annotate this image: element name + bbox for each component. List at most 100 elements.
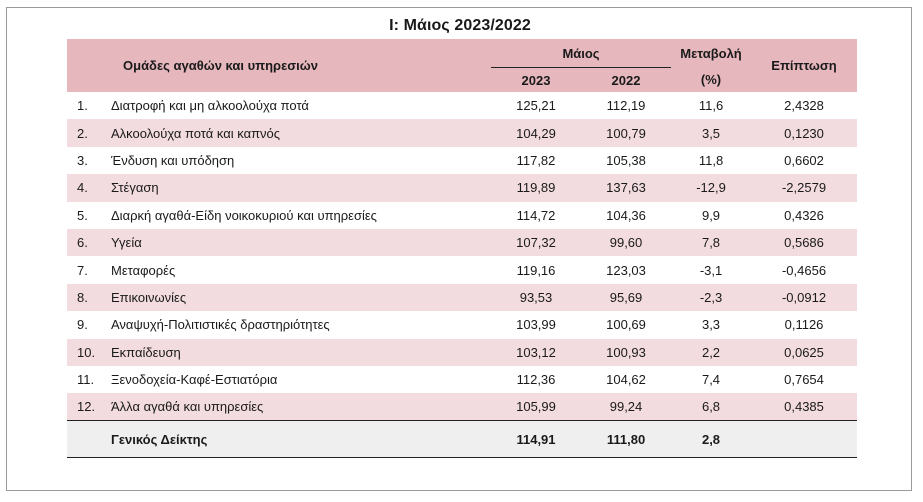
table-row: 10. Εκπαίδευση 103,12 100,93 2,2 0,0625 [67, 338, 858, 366]
row-impact: 0,4326 [751, 201, 858, 229]
row-value-2022: 112,19 [581, 92, 672, 120]
row-impact: 0,0625 [751, 338, 858, 366]
row-name: Άλλα αγαθά και υπηρεσίες [107, 393, 491, 421]
row-value-2023: 103,12 [491, 338, 581, 366]
row-value-2023: 125,21 [491, 92, 581, 120]
table-row: 7. Μεταφορές 119,16 123,03 -3,1 -0,4656 [67, 256, 858, 284]
row-change: 3,5 [671, 119, 752, 147]
row-name: Ξενοδοχεία-Καφέ-Εστιατόρια [107, 365, 491, 394]
total-change: 2,8 [671, 420, 752, 459]
row-name: Μεταφορές [107, 256, 491, 284]
impact-header: Επίπτωση [751, 39, 858, 92]
row-number: 11. [67, 365, 107, 394]
row-impact: 2,4328 [751, 92, 858, 120]
row-impact: 0,5686 [751, 228, 858, 257]
row-name: Εκπαίδευση [107, 338, 491, 366]
row-name: Αλκοολούχα ποτά και καπνός [107, 119, 491, 147]
row-number: 10. [67, 338, 107, 366]
row-name: Επικοινωνίες [107, 283, 491, 312]
cpi-table: Ομάδες αγαθών και υπηρεσιών Μάιος Μεταβο… [67, 39, 858, 459]
year-2022-header: 2022 [581, 67, 672, 92]
row-value-2022: 104,62 [581, 365, 672, 394]
row-change: 11,8 [671, 146, 752, 175]
row-change: 7,4 [671, 365, 752, 394]
row-value-2023: 112,36 [491, 365, 581, 394]
row-impact: 0,1230 [751, 119, 858, 147]
row-value-2022: 104,36 [581, 201, 672, 229]
row-value-2022: 137,63 [581, 174, 672, 202]
total-impact [751, 420, 858, 459]
year-2023-header: 2023 [491, 67, 581, 92]
table-row: 2. Αλκοολούχα ποτά και καπνός 104,29 100,79… [67, 119, 858, 147]
row-value-2022: 100,69 [581, 311, 672, 339]
row-value-2023: 104,29 [491, 119, 581, 147]
row-name: Ένδυση και υπόδηση [107, 146, 491, 175]
row-value-2023: 119,16 [491, 256, 581, 284]
table-row: 9. Αναψυχή-Πολιτιστικές δραστηριότητες 103… [67, 311, 858, 339]
row-impact: -2,2579 [751, 174, 858, 202]
row-number: 8. [67, 283, 107, 312]
row-change: -12,9 [671, 174, 752, 202]
row-impact: 0,7654 [751, 365, 858, 394]
row-value-2023: 105,99 [491, 393, 581, 421]
row-value-2023: 119,89 [491, 174, 581, 202]
table-row: 6. Υγεία 107,32 99,60 7,8 0,5686 [67, 228, 858, 257]
table-row: 1. Διατροφή και μη αλκοολούχα ποτά 125,21 1… [67, 92, 858, 120]
row-number: 5. [67, 201, 107, 229]
total-2022: 111,80 [581, 420, 672, 459]
row-value-2023: 117,82 [491, 146, 581, 175]
row-impact: -0,0912 [751, 283, 858, 312]
row-number: 3. [67, 146, 107, 175]
row-change: 7,8 [671, 228, 752, 257]
table-row: 11. Ξενοδοχεία-Καφέ-Εστιατόρια 112,36 104,6… [67, 365, 858, 394]
row-change: 11,6 [671, 92, 752, 120]
document-frame: I: Μάιος 2023/2022 Ομάδες αγαθών και υπη… [6, 7, 912, 491]
row-number: 1. [67, 92, 107, 120]
row-name: Υγεία [107, 228, 491, 257]
row-impact: 0,4385 [751, 393, 858, 421]
change-header: Μεταβολή [671, 39, 752, 68]
row-value-2023: 107,32 [491, 228, 581, 257]
total-num-cell [67, 420, 107, 459]
row-change: -2,3 [671, 283, 752, 312]
row-number: 7. [67, 256, 107, 284]
table-row: 8. Επικοινωνίες 93,53 95,69 -2,3 -0,0912 [67, 283, 858, 312]
row-value-2022: 95,69 [581, 283, 672, 312]
row-number: 2. [67, 119, 107, 147]
table-row: 3. Ένδυση και υπόδηση 117,82 105,38 11,8 0,66… [67, 146, 858, 175]
table-row: 4. Στέγαση 119,89 137,63 -12,9 -2,2579 [67, 174, 858, 202]
row-impact: 0,1126 [751, 311, 858, 339]
header-row-1: Ομάδες αγαθών και υπηρεσιών Μάιος Μεταβο… [67, 39, 858, 92]
total-2023: 114,91 [491, 420, 581, 459]
row-change: 2,2 [671, 338, 752, 366]
row-change: 9,9 [671, 201, 752, 229]
row-value-2022: 105,38 [581, 146, 672, 175]
header-row-2: 2023 2022 (%) [67, 67, 857, 92]
table-body: 1. Διατροφή και μη αλκοολούχα ποτά 125,21 1… [67, 92, 858, 421]
row-number: 9. [67, 311, 107, 339]
table-row: 5. Διαρκή αγαθά-Είδη νοικοκυριού και υπηρ… [67, 201, 858, 229]
row-impact: -0,4656 [751, 256, 858, 284]
table-row: 12. Άλλα αγαθά και υπηρεσίες 105,99 99,24 6,… [67, 393, 858, 421]
change-unit-header: (%) [671, 67, 752, 92]
row-value-2023: 93,53 [491, 283, 581, 312]
total-name: Γενικός Δείκτης [107, 420, 491, 459]
group-header: Ομάδες αγαθών και υπηρεσιών [67, 39, 491, 92]
row-value-2022: 99,60 [581, 228, 672, 257]
row-name: Διατροφή και μη αλκοολούχα ποτά [107, 92, 491, 120]
row-number: 4. [67, 174, 107, 202]
row-value-2022: 99,24 [581, 393, 672, 421]
month-header: Μάιος [491, 39, 672, 68]
row-name: Αναψυχή-Πολιτιστικές δραστηριότητες [107, 311, 491, 339]
row-value-2022: 100,79 [581, 119, 672, 147]
row-name: Διαρκή αγαθά-Είδη νοικοκυριού και υπηρεσ… [107, 201, 491, 229]
row-change: -3,1 [671, 256, 752, 284]
total-row: Γενικός Δείκτης 114,91 111,80 2,8 [67, 420, 858, 459]
row-impact: 0,6602 [751, 146, 858, 175]
row-value-2022: 123,03 [581, 256, 672, 284]
row-value-2023: 114,72 [491, 201, 581, 229]
row-number: 6. [67, 228, 107, 257]
row-change: 6,8 [671, 393, 752, 421]
row-value-2022: 100,93 [581, 338, 672, 366]
row-number: 12. [67, 393, 107, 421]
